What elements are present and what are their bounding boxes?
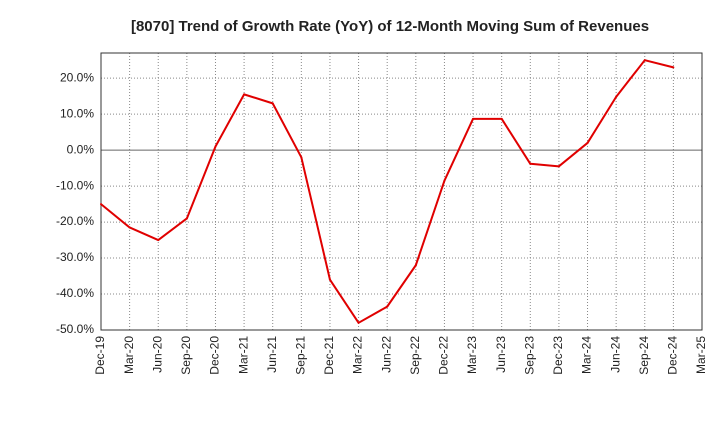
data-point [157,239,160,242]
y-tick-label: -30.0% [56,250,94,264]
x-axis-ticks: Dec-19 Mar-20 Jun-20 Sep-20 Dec-20 Mar-21 Jun-… [93,336,708,375]
y-tick-label: -10.0% [56,178,94,192]
x-tick-label: Sep-22 [408,336,422,375]
data-point [615,95,618,98]
data-point [386,305,389,308]
x-tick-label: Sep-24 [637,336,651,375]
x-tick-label: Sep-20 [179,336,193,375]
data-point [443,179,446,182]
plot-area [101,53,702,330]
x-tick-label: Dec-24 [666,336,680,375]
data-point [328,278,331,281]
data-point [500,117,503,120]
x-tick-label: Dec-22 [437,336,451,375]
y-tick-label: -50.0% [56,322,94,336]
data-point [672,66,675,69]
y-tick-label: -40.0% [56,286,94,300]
y-axis-ticks: 20.0% 10.0% 0.0% -10.0% -20.0% -30.0% -40.0% -5… [56,70,94,336]
x-tick-label: Mar-25 [694,336,708,374]
data-point [586,141,589,144]
data-point [243,93,246,96]
x-tick-label: Mar-23 [465,336,479,374]
data-point [472,117,475,120]
data-point [643,59,646,62]
data-point [214,145,217,148]
data-point [414,264,417,267]
y-tick-label: 0.0% [67,142,95,156]
y-tick-label: 20.0% [60,70,94,84]
x-tick-label: Sep-23 [522,336,536,375]
x-tick-label: Mar-20 [122,336,136,374]
x-tick-label: Jun-20 [150,336,164,373]
data-point [529,162,532,165]
grid [101,53,702,330]
y-tick-label: 10.0% [60,106,94,120]
data-point [128,226,131,229]
x-tick-label: Dec-20 [208,336,222,375]
data-point [300,156,303,159]
data-point [357,321,360,324]
chart-title: [8070] Trend of Growth Rate (YoY) of 12-… [131,18,649,35]
x-tick-label: Mar-24 [580,336,594,374]
x-tick-label: Dec-23 [551,336,565,375]
x-tick-label: Jun-22 [379,336,393,373]
x-tick-label: Jun-24 [608,336,622,373]
x-tick-label: Dec-21 [322,336,336,375]
series-group [100,59,675,324]
plot-frame [100,52,703,331]
x-tick-label: Jun-21 [265,336,279,373]
data-point [271,102,274,105]
x-tick-label: Mar-22 [351,336,365,374]
x-tick-label: Dec-19 [93,336,107,375]
data-point [185,217,188,220]
data-point [557,165,560,168]
x-tick-label: Jun-23 [494,336,508,373]
y-tick-label: -20.0% [56,214,94,228]
x-tick-label: Sep-21 [294,336,308,375]
data-point [100,203,102,206]
x-tick-label: Mar-21 [236,336,250,374]
